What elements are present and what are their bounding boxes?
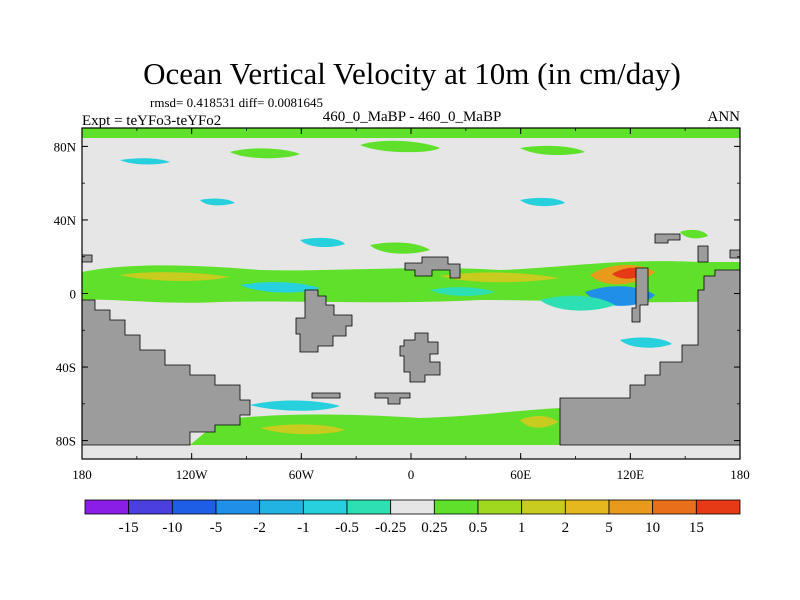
landmass — [399, 332, 441, 383]
field-patch — [520, 416, 558, 428]
field-patch — [120, 158, 170, 165]
axes: 180 120W 60W 0 60E 120E 180 80N 40N 0 40S 80S — [54, 128, 750, 482]
colorbar-box — [521, 499, 566, 515]
x-tick-label: 180 — [730, 467, 750, 482]
landmass — [654, 233, 681, 244]
landmass — [295, 289, 353, 353]
colorbar-box — [695, 499, 741, 515]
field-patch — [370, 242, 430, 254]
colorbar-box — [433, 499, 479, 515]
field-patch — [430, 287, 495, 296]
colorbar-label: -1 — [297, 520, 310, 536]
field-patch — [540, 295, 615, 311]
chart-title: Ocean Vertical Velocity at 10m (in cm/da… — [143, 56, 681, 91]
field-patch — [300, 237, 345, 248]
colorbar-label: 1 — [518, 520, 526, 536]
x-tick-label: 0 — [408, 467, 415, 482]
field-patch — [260, 424, 345, 435]
field-patch — [520, 197, 565, 207]
colorbar-label: -5 — [210, 520, 223, 536]
landmass — [559, 269, 740, 446]
x-tick-label: 60W — [289, 467, 315, 482]
field-patch — [360, 140, 440, 153]
landmass — [697, 245, 709, 263]
y-tick-label: 40S — [56, 360, 76, 375]
colorbar: -15 -10 -5 -2 -1 -0.5 -0.25 0.25 0.5 1 2 5 10 15 — [84, 499, 741, 536]
colorbar-label: 0.25 — [421, 520, 447, 536]
colorbar-box — [477, 499, 523, 515]
field-patch — [520, 145, 585, 156]
y-tick-label: 40N — [54, 213, 77, 228]
field-patch — [240, 282, 320, 293]
x-tick-label: 60E — [510, 467, 531, 482]
field-patch — [440, 272, 560, 283]
colorbar-box — [390, 499, 435, 515]
colorbar-box — [346, 499, 392, 515]
colorbar-label: 2 — [562, 520, 570, 536]
field-patch — [250, 400, 340, 411]
colorbar-box — [84, 499, 130, 515]
colorbar-box — [608, 499, 654, 515]
y-tick-label: 80S — [56, 434, 76, 449]
colorbar-box — [171, 499, 217, 515]
colorbar-box — [259, 499, 304, 515]
colorbar-label: -0.25 — [375, 520, 406, 536]
y-tick-label: 0 — [70, 287, 77, 302]
landmass — [374, 392, 411, 405]
colorbar-label: -15 — [119, 520, 139, 536]
colorbar-label: -0.5 — [335, 520, 359, 536]
landmass — [404, 256, 461, 279]
landmass — [631, 267, 649, 323]
landmass — [82, 254, 93, 263]
colorbar-box — [302, 499, 348, 515]
x-tick-label: 120E — [617, 467, 645, 482]
field-patch — [680, 229, 708, 239]
southern-band — [190, 408, 560, 445]
map-field — [82, 128, 740, 459]
case-label: 460_0_MaBP - 460_0_MaBP — [323, 109, 502, 125]
y-tick-label: 80N — [54, 139, 77, 154]
colorbar-box — [128, 499, 173, 515]
field-patch — [200, 198, 235, 206]
field-patch — [230, 148, 300, 159]
colorbar-label: 10 — [645, 520, 660, 536]
equatorial-band — [82, 261, 740, 303]
x-tick-label: 120W — [176, 467, 209, 482]
colorbar-box — [652, 499, 697, 515]
landmass — [311, 392, 341, 399]
field-patch — [620, 337, 672, 348]
landmass — [729, 249, 740, 259]
stats-line: rmsd= 0.418531 diff= 0.0081645 — [150, 95, 323, 110]
land-masses — [82, 233, 740, 446]
experiment-label: Expt = teYFo3-teYFo2 — [82, 113, 221, 129]
landmass — [82, 299, 251, 446]
colorbar-label: 0.5 — [469, 520, 488, 536]
colorbar-label: -2 — [253, 520, 266, 536]
colorbar-label: 15 — [689, 520, 704, 536]
season-label: ANN — [708, 109, 741, 125]
colorbar-label: -10 — [162, 520, 182, 536]
x-tick-label: 180 — [72, 467, 92, 482]
colorbar-box — [215, 499, 261, 515]
field-patch — [120, 272, 230, 281]
colorbar-box — [564, 499, 610, 515]
colorbar-label: 5 — [605, 520, 613, 536]
